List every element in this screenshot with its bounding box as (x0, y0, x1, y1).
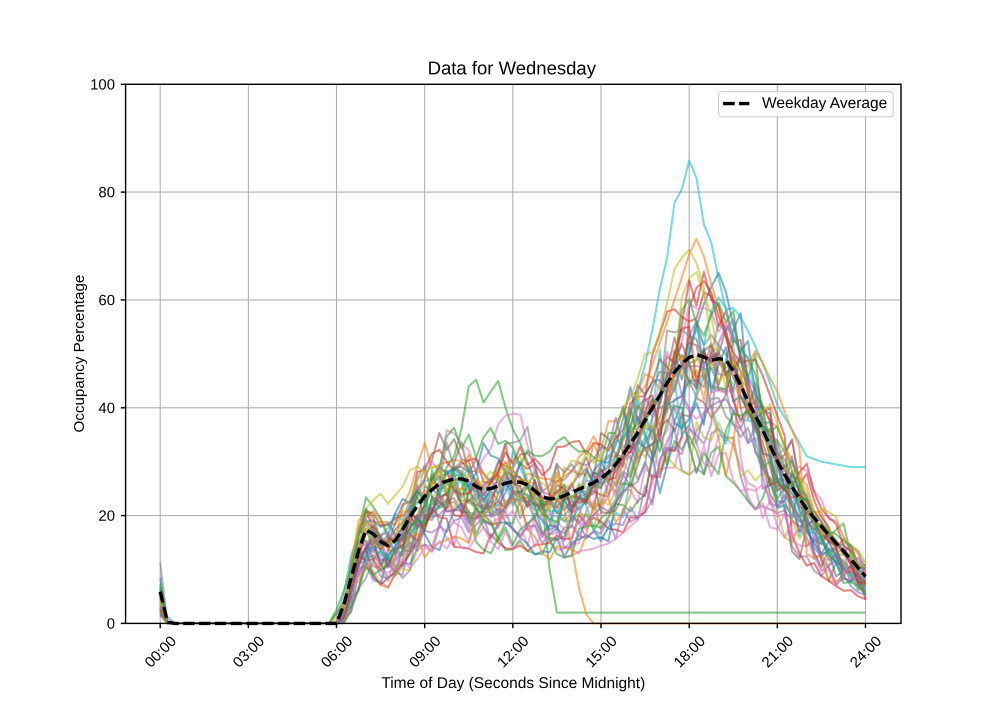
svg-text:Weekday Average: Weekday Average (762, 95, 887, 112)
svg-text:Data for Wednesday: Data for Wednesday (428, 57, 597, 78)
svg-text:20: 20 (98, 509, 115, 525)
svg-text:40: 40 (98, 401, 115, 417)
svg-text:0: 0 (107, 617, 115, 633)
svg-text:80: 80 (98, 185, 115, 201)
svg-text:Occupancy Percentage: Occupancy Percentage (71, 275, 88, 433)
svg-text:100: 100 (90, 77, 115, 93)
svg-text:60: 60 (98, 293, 115, 309)
svg-text:Time of Day (Seconds Since Mid: Time of Day (Seconds Since Midnight) (381, 675, 645, 692)
